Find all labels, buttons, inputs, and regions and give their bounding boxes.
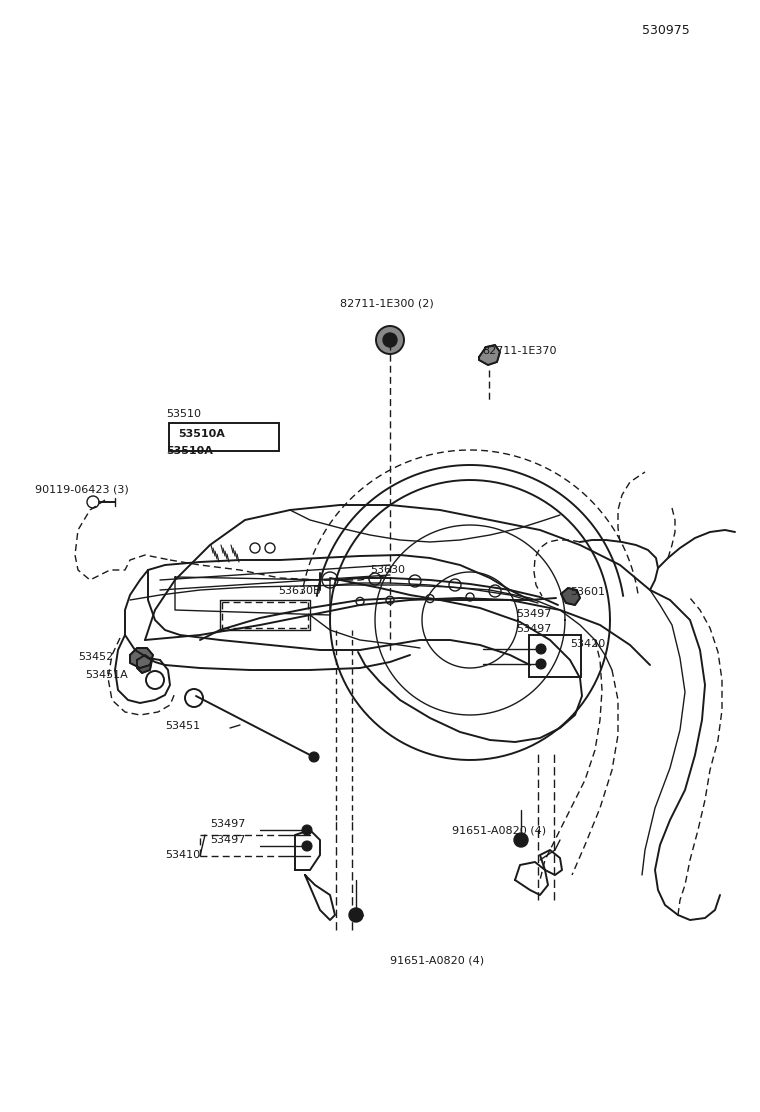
Polygon shape	[561, 588, 580, 605]
Circle shape	[514, 833, 528, 847]
Text: 90119-06423 (3): 90119-06423 (3)	[35, 484, 128, 494]
Text: 53452: 53452	[78, 652, 113, 662]
Circle shape	[383, 332, 397, 347]
Bar	[169, 423, 279, 451]
Circle shape	[466, 593, 474, 600]
Circle shape	[386, 596, 394, 604]
Text: 82711-1E370: 82711-1E370	[482, 346, 556, 356]
Text: 53630B: 53630B	[278, 586, 321, 596]
Circle shape	[302, 825, 312, 835]
Circle shape	[536, 644, 546, 654]
Text: 53630: 53630	[370, 565, 405, 575]
Circle shape	[349, 909, 363, 922]
Text: 53497: 53497	[516, 624, 551, 634]
Text: 53420: 53420	[570, 639, 605, 649]
Text: 53510A: 53510A	[178, 429, 225, 439]
Text: 82711-1E300 (2): 82711-1E300 (2)	[340, 298, 434, 308]
Circle shape	[302, 841, 312, 851]
Text: 53497: 53497	[210, 820, 245, 830]
Polygon shape	[479, 345, 500, 365]
Circle shape	[356, 597, 364, 605]
Circle shape	[426, 595, 434, 603]
Text: 53497: 53497	[516, 609, 551, 619]
Text: 53510: 53510	[166, 409, 201, 419]
Text: 530975: 530975	[642, 23, 690, 37]
Circle shape	[536, 659, 546, 669]
Text: 53510A: 53510A	[166, 446, 213, 456]
Text: 91651-A0820 (4): 91651-A0820 (4)	[390, 955, 484, 965]
Circle shape	[376, 326, 404, 354]
Circle shape	[309, 752, 319, 762]
Text: 53451A: 53451A	[85, 671, 128, 681]
Text: 53451: 53451	[165, 721, 200, 731]
Text: 91651-A0820 (4): 91651-A0820 (4)	[452, 825, 546, 835]
Polygon shape	[130, 648, 153, 668]
Text: 53410: 53410	[165, 850, 200, 860]
Text: 53601: 53601	[570, 587, 605, 597]
Bar	[529, 635, 581, 677]
Text: 53497: 53497	[210, 835, 245, 845]
Polygon shape	[137, 655, 152, 673]
